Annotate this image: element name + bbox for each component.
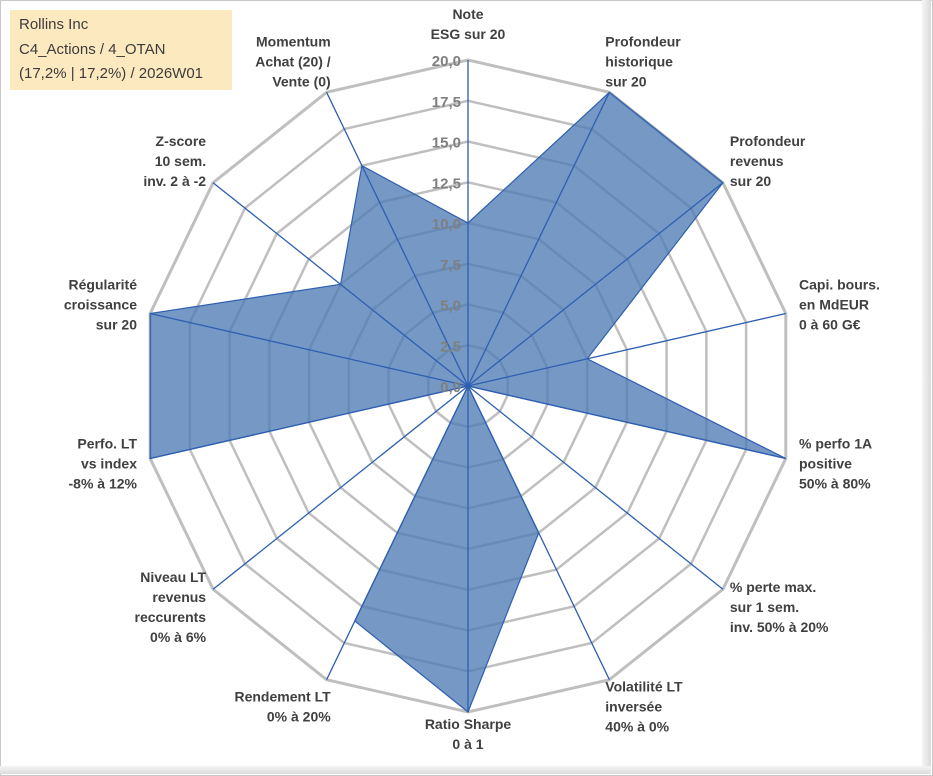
- chart-title-box: Rollins Inc C4_Actions / 4_OTAN (17,2% |…: [10, 10, 232, 90]
- spoke-9: [212, 385, 469, 590]
- axis-label-4: % perfo 1A positive 50% à 80%: [799, 436, 872, 492]
- spoke-8: [326, 385, 469, 680]
- company-name: Rollins Inc: [19, 16, 89, 33]
- spoke-4: [467, 385, 786, 460]
- spoke-10: [150, 385, 469, 460]
- window-right-edge: [922, 0, 931, 774]
- tick-label-1: 2,5: [440, 338, 461, 355]
- axis-label-3: Capi. bours. en MdEUR 0 à 60 G€: [799, 276, 880, 332]
- axis-label-5: % perte max. sur 1 sem. inv. 50% à 20%: [730, 579, 829, 635]
- tick-label-7: 17,5: [432, 94, 461, 111]
- spoke-6: [467, 385, 610, 680]
- tick-label-4: 10,0: [432, 216, 461, 233]
- radar-spokes: [150, 60, 786, 712]
- tick-label-2: 5,0: [440, 298, 461, 315]
- tick-label-3: 7,5: [440, 257, 461, 274]
- spoke-11: [150, 312, 469, 387]
- spoke-2: [467, 182, 724, 387]
- axis-label-13: Momentum Achat (20) / Vente (0): [255, 34, 331, 90]
- radial-tick-labels: 0,0 2,5 5,0 7,5 10,0 12,5 15,0 17,5 20,0: [432, 53, 461, 396]
- axis-label-7: Ratio Sharpe 0 à 1: [425, 716, 512, 752]
- spoke-3: [467, 312, 786, 387]
- spoke-5: [467, 385, 724, 590]
- axis-labels: Note ESG sur 20 Profondeur historique sur 20…: [64, 6, 880, 752]
- axis-label-9: Niveau LT revenus reccurents 0% à 6%: [135, 569, 207, 645]
- axis-label-11: Régularité croissance sur 20: [64, 276, 137, 332]
- axis-label-1: Profondeur historique sur 20: [605, 34, 681, 90]
- window-bottom-edge: [0, 766, 931, 774]
- tick-label-8: 20,0: [432, 53, 461, 70]
- axis-label-8: Rendement LT 0% à 20%: [234, 689, 331, 725]
- tick-label-5: 12,5: [432, 175, 461, 192]
- portfolio-label: C4_Actions / 4_OTAN: [19, 41, 166, 58]
- tick-label-0: 0,0: [440, 379, 461, 396]
- axis-label-10: Perfo. LT vs index -8% à 12%: [69, 436, 138, 492]
- spoke-13: [326, 92, 469, 387]
- axis-label-0: Note ESG sur 20: [431, 6, 506, 42]
- tick-label-6: 15,0: [432, 135, 461, 152]
- axis-label-6: Volatilité LT inversée 40% à 0%: [605, 679, 683, 735]
- axis-label-12: Z-score 10 sem. inv. 2 à -2: [143, 133, 206, 189]
- spoke-1: [467, 92, 610, 387]
- spoke-12: [212, 182, 469, 387]
- weights-week-label: (17,2% | 17,2%) / 2026W01: [19, 65, 203, 82]
- axis-label-2: Profondeur revenus sur 20: [730, 133, 806, 189]
